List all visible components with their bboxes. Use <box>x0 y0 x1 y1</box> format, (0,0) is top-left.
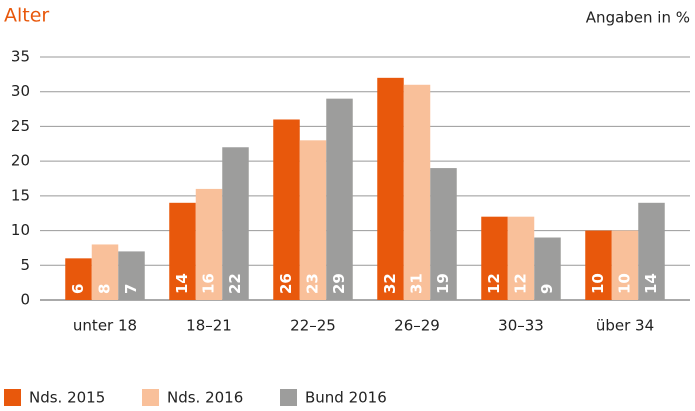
bar <box>611 230 639 300</box>
bar <box>638 202 665 300</box>
value-label: 14 <box>173 273 191 294</box>
bar <box>430 168 457 300</box>
legend-swatch <box>4 389 21 406</box>
legend-label: Nds. 2016 <box>167 389 243 407</box>
value-label: 9 <box>538 284 556 294</box>
value-label: 10 <box>616 273 634 294</box>
value-label: 16 <box>200 273 218 294</box>
chart-subtitle: Angaben in % <box>586 9 690 27</box>
value-label: 10 <box>589 273 607 294</box>
legend-label: Nds. 2015 <box>29 389 105 407</box>
bar <box>481 216 508 300</box>
bar <box>507 216 535 300</box>
bar <box>585 230 612 300</box>
bar <box>169 202 196 300</box>
x-tick-label: über 34 <box>596 317 654 335</box>
value-label: 8 <box>96 284 114 294</box>
value-label: 31 <box>408 273 426 294</box>
value-label: 32 <box>381 273 399 294</box>
x-tick-label: unter 18 <box>73 317 137 335</box>
value-label: 22 <box>226 273 244 294</box>
y-tick-label: 5 <box>20 256 30 274</box>
value-label: 12 <box>512 273 530 294</box>
bar <box>222 147 249 300</box>
x-tick-label: 18–21 <box>186 317 232 335</box>
x-tick-label: 22–25 <box>290 317 336 335</box>
legend-swatch <box>142 389 159 406</box>
value-label: 29 <box>330 273 348 294</box>
legend-label: Bund 2016 <box>305 389 387 407</box>
bar <box>195 188 223 300</box>
y-tick-label: 0 <box>20 291 30 309</box>
bar <box>91 244 119 300</box>
y-tick-label: 25 <box>11 117 30 135</box>
value-label: 12 <box>485 273 503 294</box>
value-label: 19 <box>434 273 452 294</box>
bar <box>65 258 92 300</box>
legend-swatch <box>280 389 297 406</box>
y-tick-label: 20 <box>11 152 30 170</box>
value-label: 23 <box>304 273 322 294</box>
chart-title: Alter <box>4 5 49 27</box>
value-label: 14 <box>642 273 660 294</box>
bar <box>377 77 404 300</box>
bar <box>273 119 300 300</box>
bar <box>403 84 431 301</box>
value-label: 7 <box>122 284 140 294</box>
bar <box>534 237 561 300</box>
y-tick-label: 30 <box>11 82 30 100</box>
y-tick-label: 10 <box>11 221 30 239</box>
x-tick-label: 30–33 <box>498 317 544 335</box>
bar <box>299 140 327 300</box>
y-tick-label: 35 <box>11 48 30 66</box>
bar <box>326 98 353 301</box>
bar <box>118 251 145 300</box>
value-label: 26 <box>277 273 295 294</box>
value-label: 6 <box>69 284 87 294</box>
y-tick-label: 15 <box>11 186 30 204</box>
x-tick-label: 26–29 <box>394 317 440 335</box>
